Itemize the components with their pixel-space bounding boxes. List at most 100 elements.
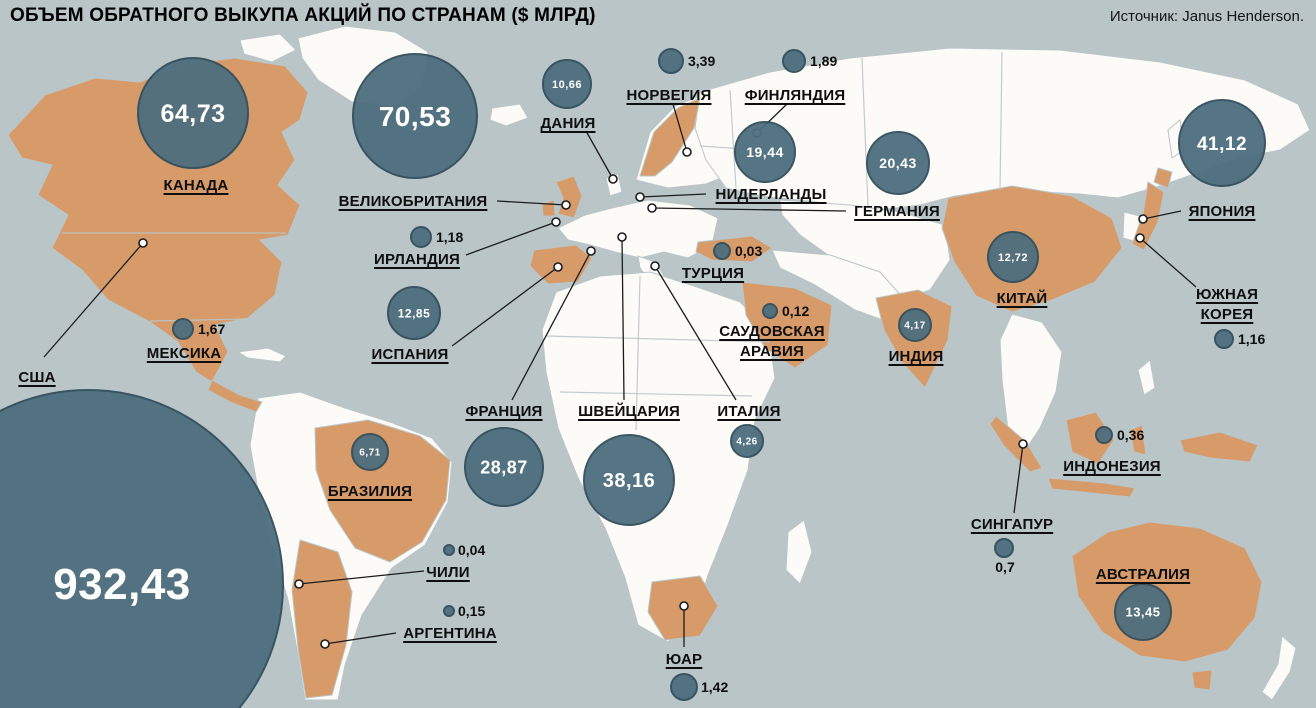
- border-line: [729, 89, 737, 189]
- map-dot-uk: [561, 200, 571, 210]
- border-line: [149, 318, 249, 322]
- russia-asia-landmass: [694, 47, 1311, 211]
- leader-line-ireland: [465, 221, 557, 256]
- leader-line-uk: [496, 200, 567, 206]
- country-bubble-finland: [782, 49, 806, 73]
- country-bubble-brazil: [351, 433, 389, 471]
- new-zealand-landmass: [1261, 635, 1297, 701]
- bubble-value-china: 12,72: [998, 252, 1028, 264]
- leader-line-france: [511, 250, 592, 401]
- philippines-landmass: [1137, 359, 1156, 396]
- bubble-value-spain: 12,85: [398, 306, 431, 320]
- country-bubble-japan: [1178, 99, 1266, 187]
- tasmania-highlight: [1191, 669, 1213, 691]
- bubble-value-india: 4,17: [904, 321, 925, 332]
- country-bubble-canada: [137, 57, 249, 169]
- map-dot-singapore: [1018, 439, 1028, 449]
- leader-line-chile: [298, 570, 425, 585]
- leader-line-japan: [1142, 210, 1182, 220]
- country-bubble-chile: [443, 544, 455, 556]
- leader-line-denmark: [585, 130, 614, 180]
- uk-highlight: [555, 175, 583, 219]
- source-credit: Источник: Janus Henderson.: [1109, 8, 1304, 25]
- arctic-islands-landmass: [239, 33, 297, 63]
- border-line: [635, 275, 641, 431]
- country-bubble-china: [987, 231, 1039, 283]
- bubble-value-switzerland: 38,16: [603, 470, 656, 492]
- map-dot-japan: [1138, 214, 1148, 224]
- country-bubble-usa: [0, 389, 284, 708]
- leader-line-switzerland: [621, 236, 625, 401]
- new-guinea-highlight: [1179, 431, 1259, 463]
- bubble-value-netherlands: 19,44: [746, 144, 784, 160]
- map-dot-denmark: [608, 174, 618, 184]
- java-highlight: [1047, 477, 1136, 498]
- map-dot-netherlands: [635, 192, 645, 202]
- border-line: [559, 391, 753, 397]
- country-bubble-south-korea: [1214, 329, 1234, 349]
- border-line: [861, 57, 869, 207]
- central-america-highlight: [207, 379, 263, 413]
- bubble-value-germany: 20,43: [879, 155, 917, 171]
- leader-line-germany: [651, 207, 847, 212]
- world-map-land: [7, 25, 1311, 701]
- country-bubble-australia: [1114, 583, 1172, 641]
- map-dot-france: [586, 246, 596, 256]
- leader-line-netherlands: [639, 193, 707, 198]
- cuba-landmass: [237, 347, 287, 363]
- country-bubble-indonesia: [1095, 426, 1113, 444]
- page-title: ОБЪЕМ ОБРАТНОГО ВЫКУПА АКЦИЙ ПО СТРАНАМ …: [10, 5, 596, 26]
- leader-lines: [43, 103, 1197, 649]
- sulawesi-highlight: [1129, 424, 1147, 456]
- madagascar-landmass: [785, 519, 813, 585]
- se-asia-landmass: [999, 313, 1063, 456]
- country-bubble-netherlands: [734, 121, 796, 183]
- map-dot-germany: [647, 203, 657, 213]
- leader-line-argentina: [324, 632, 397, 645]
- leader-line-spain: [451, 266, 559, 347]
- border-line: [999, 51, 1003, 191]
- country-bubble-saudi-arabia: [762, 303, 778, 319]
- country-bubble-mexico: [172, 318, 194, 340]
- map-dot-ireland: [551, 217, 561, 227]
- country-bubble-spain: [387, 286, 441, 340]
- bubble-value-usa: 932,43: [53, 560, 191, 609]
- country-bubble-turkey: [713, 242, 731, 260]
- country-bubble-ireland: [410, 226, 432, 248]
- bubble-value-australia: 13,45: [1125, 605, 1160, 620]
- country-bubble-france: [464, 427, 544, 507]
- norway-highlight: [639, 97, 701, 177]
- country-bubble-germany: [866, 131, 930, 195]
- border-line: [545, 335, 771, 343]
- leader-line-usa: [43, 242, 144, 358]
- ireland-highlight: [541, 199, 556, 217]
- map-dot-argentina: [320, 639, 330, 649]
- map-dot-spain: [553, 262, 563, 272]
- map-dot-norway: [682, 147, 692, 157]
- japan-north-highlight: [1153, 167, 1173, 189]
- country-bubble-uk: [352, 53, 478, 179]
- country-bubble-italy: [730, 424, 764, 458]
- bubble-value-japan: 41,12: [1197, 134, 1247, 155]
- country-bubble-south-africa: [670, 673, 698, 701]
- map-dot-usa: [138, 238, 148, 248]
- leader-line-singapore: [1013, 443, 1024, 514]
- australia-highlight: [1071, 521, 1263, 663]
- saudi-arabia-highlight: [741, 281, 833, 369]
- bubble-value-brazil: 6,71: [359, 448, 380, 459]
- leader-line-italy: [654, 265, 737, 401]
- japan-highlight: [1131, 181, 1165, 251]
- map-dot-south-africa: [679, 601, 689, 611]
- borneo-highlight: [1065, 411, 1115, 465]
- country-bubble-denmark: [542, 59, 592, 109]
- bubble-value-denmark: 10,66: [552, 79, 582, 91]
- iceland-landmass: [489, 103, 529, 127]
- leader-line-south-korea: [1139, 237, 1197, 288]
- country-bubble-argentina: [443, 605, 455, 617]
- map-dot-switzerland: [617, 232, 627, 242]
- bubble-value-canada: 64,73: [160, 100, 225, 128]
- value-bubbles: 932,43 64,73 70,53 10,66 19,44 20,43 41,12 12,7…: [0, 48, 1266, 708]
- brazil-highlight: [314, 419, 451, 563]
